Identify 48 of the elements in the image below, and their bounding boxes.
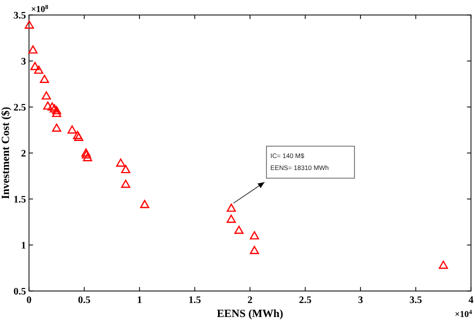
point (52, 108, 62, 118)
point (34, 66, 44, 74)
x-tick-label: 2.5 (299, 295, 312, 306)
point (234, 226, 244, 234)
text: ×10$^{8}$ (31, 4, 48, 14)
point (226, 214, 236, 223)
point (121, 164, 130, 174)
point (73, 130, 82, 140)
point (50, 104, 60, 112)
point (30, 62, 40, 70)
x-tick-label: 3.5 (410, 295, 422, 306)
point (74, 132, 84, 141)
y-tick-label: 3.5 (14, 10, 26, 22)
point (48, 102, 57, 111)
y-tick-label: 1.5 (14, 194, 26, 206)
point (116, 158, 126, 167)
point (250, 246, 260, 254)
x-tick-label: 0 (26, 295, 32, 306)
point (28, 45, 38, 54)
point (40, 74, 50, 83)
y-tick-label: 0.5 (14, 286, 26, 298)
point (42, 91, 51, 100)
y-tick-label: 3 (21, 56, 26, 68)
point (226, 204, 236, 212)
point (43, 101, 52, 110)
y-tick-label: 1 (21, 240, 26, 252)
point (67, 125, 77, 134)
point (121, 180, 130, 188)
y-axis-title: Investment Cost ($) (0, 106, 12, 200)
x-tick-label: 4 (468, 295, 474, 306)
point (82, 153, 92, 162)
x-tick-label: 3 (358, 295, 363, 306)
y-tick-label: 2 (21, 148, 26, 160)
x-tick-label: 2 (248, 295, 252, 306)
point (24, 20, 34, 29)
x-tick-label: 1 (137, 295, 142, 306)
y-tick-label: 2.5 (14, 102, 26, 114)
point (140, 200, 150, 208)
point (81, 148, 91, 157)
x-tick-label: 1.5 (188, 295, 201, 306)
point (82, 150, 92, 158)
text: ×10$^{4}$ (454, 308, 473, 319)
x-axis-title: EENS (MWh) (216, 308, 284, 320)
x-tick-label: 0.5 (78, 295, 90, 306)
point (52, 106, 62, 114)
point (52, 124, 62, 132)
point (250, 231, 260, 240)
point (438, 260, 448, 269)
